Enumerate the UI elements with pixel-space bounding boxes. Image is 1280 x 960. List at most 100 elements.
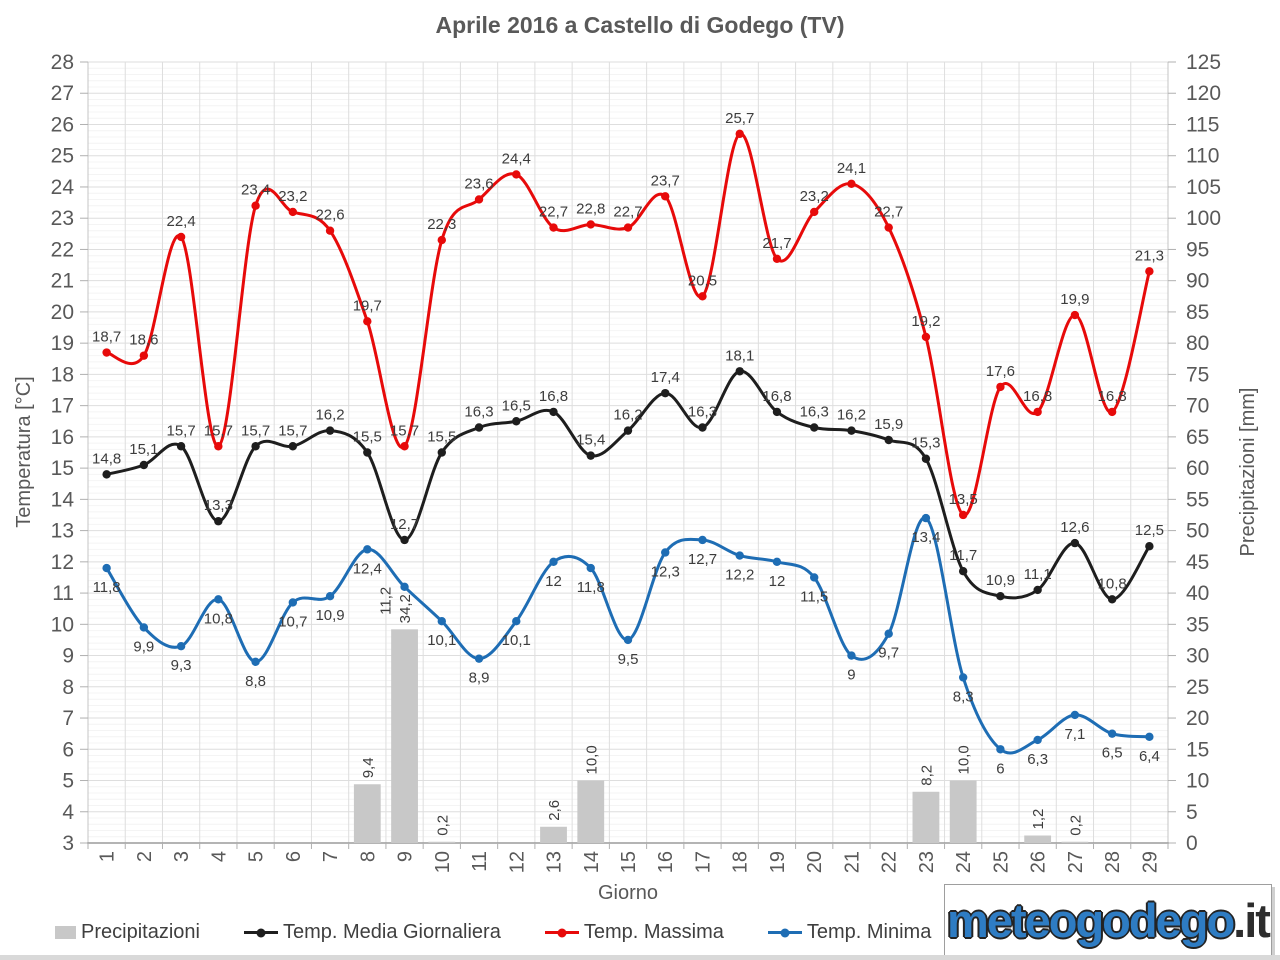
svg-text:40: 40 — [1186, 582, 1209, 605]
svg-text:16,8: 16,8 — [762, 388, 791, 405]
svg-text:9,9: 9,9 — [133, 638, 154, 655]
svg-text:18: 18 — [730, 851, 752, 873]
page-bottom-strip — [0, 955, 1280, 960]
svg-text:9,4: 9,4 — [360, 757, 377, 778]
svg-text:2: 2 — [134, 851, 156, 862]
svg-text:14: 14 — [51, 488, 75, 511]
svg-text:18,1: 18,1 — [725, 347, 754, 364]
svg-text:8: 8 — [357, 851, 379, 862]
svg-text:15: 15 — [51, 457, 74, 480]
logo-tld-text: .it — [1233, 893, 1271, 947]
svg-text:65: 65 — [1186, 426, 1209, 449]
svg-text:23,2: 23,2 — [278, 188, 307, 205]
svg-text:27: 27 — [51, 82, 74, 105]
svg-text:25: 25 — [1186, 676, 1209, 699]
svg-text:16: 16 — [51, 426, 74, 449]
svg-text:16,2: 16,2 — [837, 407, 866, 424]
svg-text:12,7: 12,7 — [390, 516, 419, 533]
svg-text:6,4: 6,4 — [1139, 748, 1160, 765]
svg-text:18,7: 18,7 — [92, 329, 121, 346]
svg-text:10,1: 10,1 — [502, 632, 531, 649]
svg-text:12,6: 12,6 — [1060, 519, 1089, 536]
svg-text:15,5: 15,5 — [353, 429, 382, 446]
svg-text:23,2: 23,2 — [800, 188, 829, 205]
legend-label: Temp. Massima — [583, 921, 724, 943]
svg-text:24,4: 24,4 — [502, 150, 531, 167]
svg-text:10,0: 10,0 — [583, 745, 600, 774]
svg-text:16,2: 16,2 — [315, 407, 344, 424]
svg-text:70: 70 — [1186, 395, 1209, 418]
svg-text:6: 6 — [996, 760, 1004, 777]
svg-text:10,9: 10,9 — [315, 607, 344, 624]
svg-text:26: 26 — [1028, 851, 1050, 873]
svg-text:12,2: 12,2 — [725, 567, 754, 584]
svg-text:25,7: 25,7 — [725, 110, 754, 127]
svg-text:10,0: 10,0 — [956, 745, 973, 774]
svg-text:17: 17 — [692, 851, 714, 873]
svg-text:110: 110 — [1186, 145, 1219, 168]
svg-text:10,1: 10,1 — [427, 632, 456, 649]
svg-text:8,8: 8,8 — [245, 673, 266, 690]
svg-text:15,7: 15,7 — [167, 422, 196, 439]
svg-text:90: 90 — [1186, 270, 1209, 293]
svg-text:13,4: 13,4 — [911, 529, 940, 546]
svg-text:22,4: 22,4 — [167, 213, 196, 230]
svg-text:21,3: 21,3 — [1135, 247, 1164, 264]
svg-text:15,4: 15,4 — [576, 432, 605, 449]
legend-label: Temp. Media Giornaliera — [282, 921, 501, 943]
svg-text:20: 20 — [804, 851, 826, 873]
svg-text:11,8: 11,8 — [93, 579, 121, 596]
svg-text:27: 27 — [1065, 851, 1087, 873]
svg-text:11,2: 11,2 — [378, 587, 395, 615]
svg-text:10,9: 10,9 — [986, 572, 1015, 589]
legend-item-precipitazioni: Precipitazioni — [55, 921, 200, 944]
svg-text:22: 22 — [879, 851, 901, 873]
svg-text:0,2: 0,2 — [434, 815, 451, 836]
svg-text:16,8: 16,8 — [1023, 388, 1052, 405]
legend-item-temp-minima: Temp. Minima — [767, 921, 932, 944]
svg-text:17,4: 17,4 — [651, 369, 680, 386]
svg-text:28: 28 — [51, 51, 74, 74]
svg-text:11,8: 11,8 — [577, 579, 605, 596]
svg-text:18: 18 — [51, 363, 74, 386]
svg-text:11,5: 11,5 — [800, 588, 828, 605]
svg-text:19,2: 19,2 — [911, 313, 940, 330]
legend-label: Temp. Minima — [806, 921, 932, 943]
svg-text:34,2: 34,2 — [397, 594, 414, 623]
svg-text:16,2: 16,2 — [613, 407, 642, 424]
svg-text:115: 115 — [1186, 113, 1219, 136]
svg-text:13,5: 13,5 — [949, 491, 978, 508]
svg-text:13: 13 — [51, 520, 74, 543]
svg-text:10,8: 10,8 — [204, 610, 233, 627]
svg-text:125: 125 — [1186, 51, 1221, 74]
meteogodego-logo: meteogodego .it — [944, 884, 1272, 956]
svg-text:5: 5 — [1186, 801, 1198, 824]
svg-text:16,3: 16,3 — [800, 404, 829, 421]
svg-text:22,8: 22,8 — [576, 200, 605, 217]
chart-title: Aprile 2016 a Castello di Godego (TV) — [436, 12, 845, 38]
svg-text:6: 6 — [283, 851, 305, 862]
logo-main-text: meteogodego — [947, 893, 1235, 947]
svg-text:0: 0 — [1186, 832, 1198, 855]
legend-label: Precipitazioni — [81, 921, 200, 943]
svg-text:85: 85 — [1186, 301, 1209, 324]
svg-text:15: 15 — [618, 851, 640, 873]
svg-text:30: 30 — [1186, 645, 1209, 668]
svg-text:16,8: 16,8 — [1098, 388, 1127, 405]
chart-legend: Precipitazioni Temp. Media Giornaliera T… — [55, 921, 931, 944]
svg-text:21,7: 21,7 — [762, 235, 791, 252]
svg-text:19: 19 — [51, 332, 74, 355]
svg-text:100: 100 — [1186, 207, 1221, 230]
svg-text:9,5: 9,5 — [618, 651, 639, 668]
svg-text:12: 12 — [51, 551, 74, 574]
svg-text:5: 5 — [62, 770, 74, 793]
legend-item-temp-massima: Temp. Massima — [544, 921, 724, 944]
chart-canvas: Aprile 2016 a Castello di Godego (TV) Te… — [13, 12, 1259, 904]
svg-text:2,6: 2,6 — [546, 800, 563, 821]
svg-text:10,7: 10,7 — [278, 613, 307, 630]
svg-text:6,3: 6,3 — [1027, 751, 1048, 768]
svg-text:22,3: 22,3 — [427, 216, 456, 233]
svg-text:7: 7 — [320, 851, 342, 862]
svg-text:14: 14 — [581, 851, 603, 873]
